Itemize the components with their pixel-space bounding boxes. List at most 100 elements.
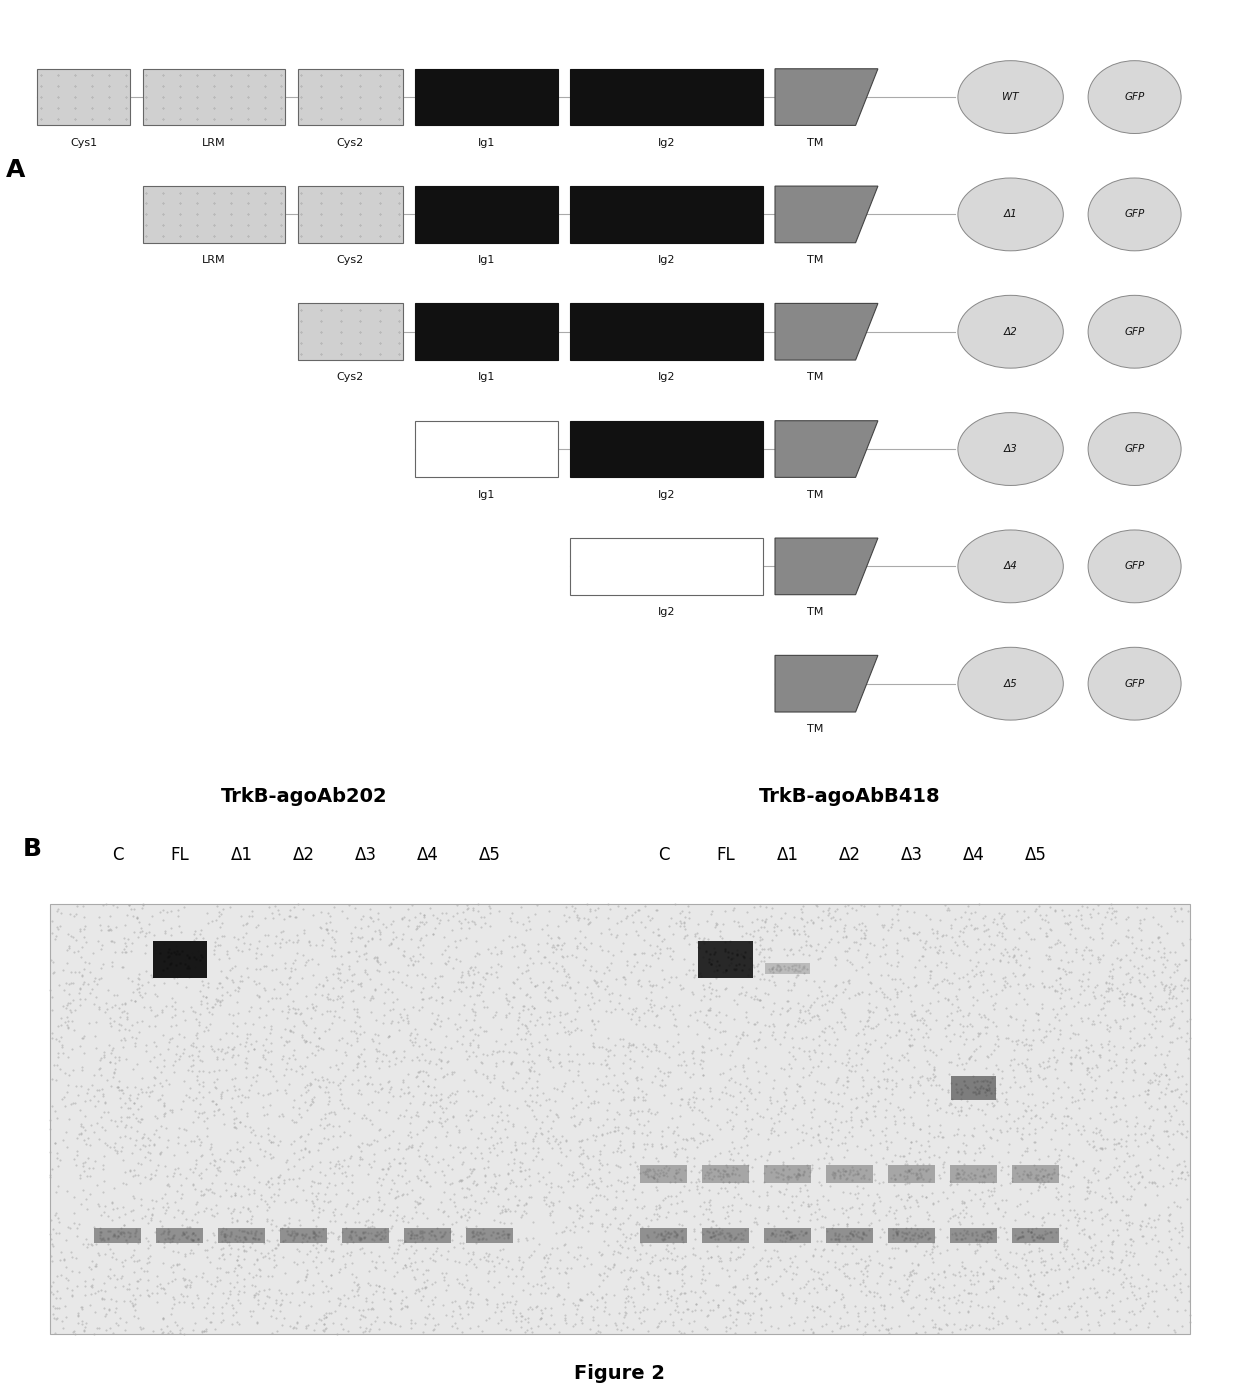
Point <box>288 997 308 1020</box>
Point <box>120 1225 140 1247</box>
Point <box>646 974 666 996</box>
Text: Δ3: Δ3 <box>900 845 923 864</box>
Point <box>687 1175 707 1197</box>
Point <box>254 1105 274 1127</box>
Point <box>464 963 484 985</box>
Point <box>730 1081 750 1103</box>
Point <box>1056 1096 1076 1119</box>
Point <box>388 1237 408 1260</box>
Point <box>129 911 149 933</box>
Point <box>1087 903 1107 925</box>
Point <box>46 1028 66 1050</box>
Point <box>774 1163 794 1186</box>
Point <box>626 1013 646 1035</box>
Point <box>366 978 386 1000</box>
Point <box>568 1194 588 1216</box>
Point <box>254 979 274 1002</box>
Point <box>919 1265 939 1288</box>
Point <box>676 1200 696 1222</box>
Point <box>190 1060 210 1083</box>
Point <box>193 1060 213 1083</box>
Point <box>911 1006 931 1028</box>
Point <box>151 1115 171 1137</box>
Point <box>408 1105 428 1127</box>
Point <box>471 1147 491 1169</box>
Point <box>782 1223 802 1246</box>
Point <box>143 1080 162 1102</box>
Point <box>708 1293 728 1315</box>
Point <box>1030 1261 1050 1283</box>
Point <box>775 1230 795 1253</box>
Point <box>835 1131 854 1154</box>
Point <box>331 1083 351 1105</box>
Point <box>308 1262 327 1285</box>
Point <box>622 997 642 1020</box>
Point <box>975 1165 994 1187</box>
Point <box>399 1254 419 1276</box>
Point <box>1045 1138 1065 1161</box>
Point <box>913 1081 932 1103</box>
Point <box>296 997 316 1020</box>
Point <box>1058 1145 1078 1168</box>
Point <box>1081 1056 1101 1078</box>
Point <box>890 894 910 917</box>
Point <box>559 1219 579 1242</box>
Point <box>924 1041 944 1063</box>
Point <box>1047 1282 1066 1304</box>
Point <box>577 975 596 997</box>
Point <box>856 926 875 949</box>
Point <box>138 1141 157 1163</box>
Point <box>164 1288 184 1310</box>
Point <box>877 1136 897 1158</box>
Point <box>223 1297 243 1320</box>
Point <box>320 988 340 1010</box>
Point <box>1069 1098 1089 1120</box>
Point <box>1120 1240 1140 1262</box>
Point <box>893 972 913 995</box>
Point <box>374 1258 394 1281</box>
Point <box>522 1321 542 1343</box>
Point <box>800 1039 820 1062</box>
Point <box>768 1166 787 1189</box>
Point <box>145 939 165 961</box>
Point <box>905 1004 925 1027</box>
Point <box>1156 974 1176 996</box>
Point <box>507 1023 527 1045</box>
Point <box>1023 1229 1043 1251</box>
Point <box>841 1060 861 1083</box>
Point <box>522 1049 542 1071</box>
Point <box>997 1307 1017 1329</box>
Point <box>796 1306 816 1328</box>
Point <box>379 961 399 983</box>
Point <box>280 967 300 989</box>
Point <box>64 1148 84 1170</box>
Point <box>130 983 150 1006</box>
Point <box>600 1002 620 1024</box>
Point <box>671 1055 691 1077</box>
Point <box>384 1242 404 1264</box>
Bar <box>218 1228 265 1243</box>
Point <box>640 1098 660 1120</box>
Point <box>1012 1168 1032 1190</box>
Point <box>544 1004 564 1027</box>
Point <box>419 1175 439 1197</box>
Point <box>523 1130 543 1152</box>
Point <box>790 1223 810 1246</box>
Point <box>1120 1189 1140 1211</box>
Point <box>966 963 986 985</box>
Point <box>620 1103 640 1126</box>
Point <box>446 1115 466 1137</box>
Point <box>1054 995 1074 1017</box>
Point <box>310 1161 330 1183</box>
Point <box>796 1272 816 1295</box>
Point <box>1039 1055 1059 1077</box>
Point <box>208 1159 228 1182</box>
Point <box>367 946 387 968</box>
Point <box>151 1276 171 1299</box>
Point <box>725 960 745 982</box>
Point <box>774 1081 794 1103</box>
Point <box>962 1222 982 1244</box>
Point <box>594 1184 614 1207</box>
Point <box>402 1258 422 1281</box>
Point <box>497 1163 517 1186</box>
